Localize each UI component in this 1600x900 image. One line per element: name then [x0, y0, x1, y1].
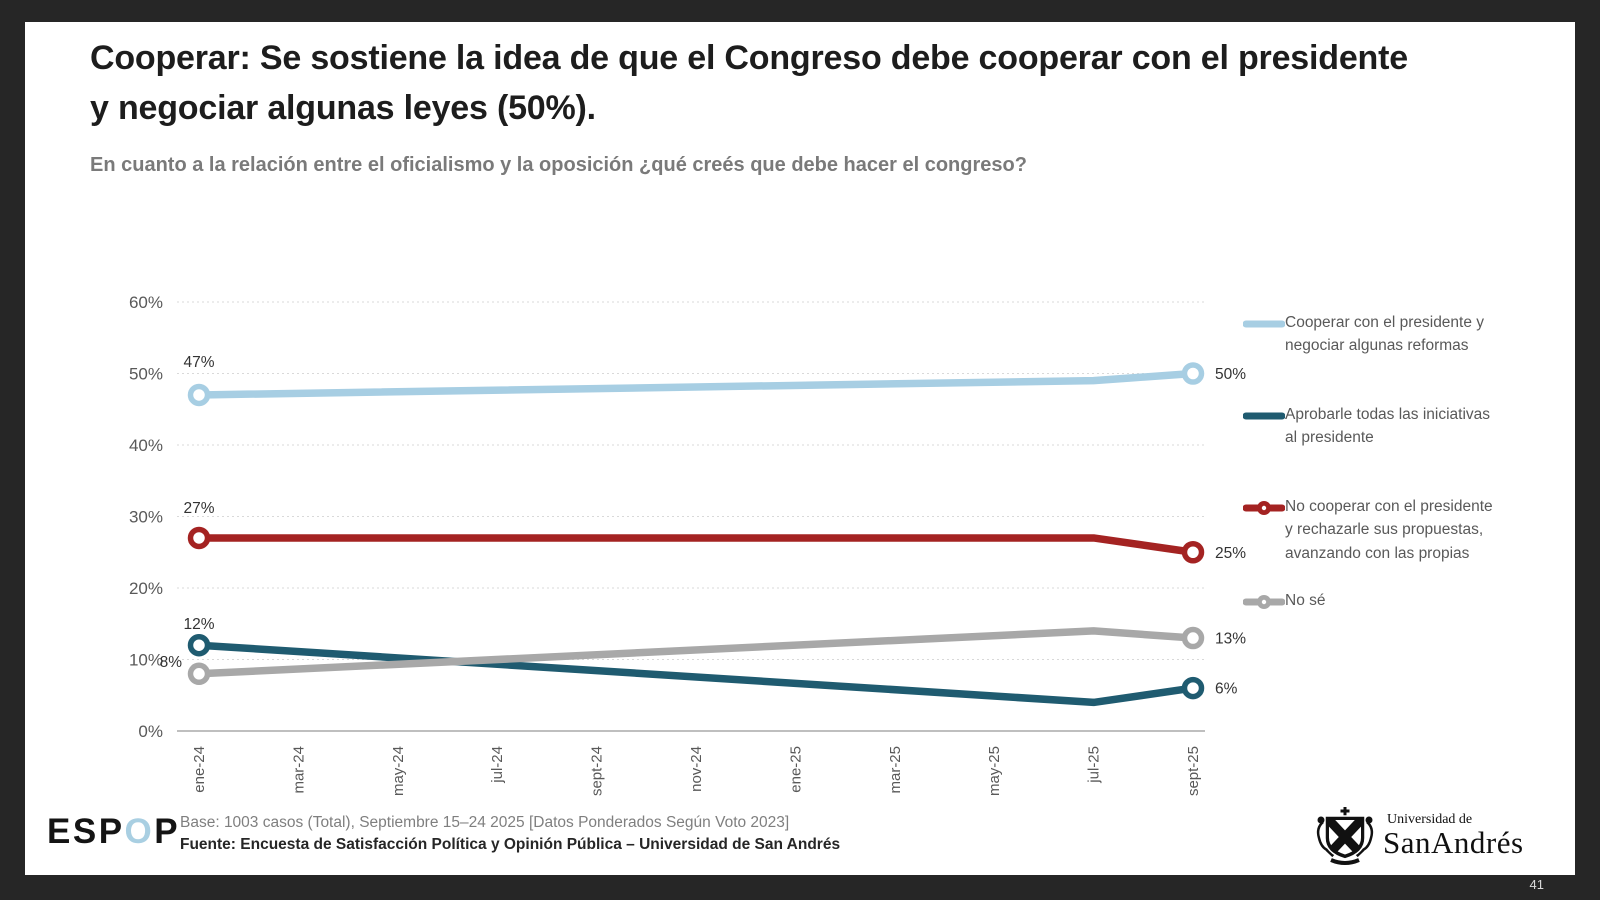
page-title: Cooperar: Se sostiene la idea de que el …	[90, 39, 1408, 127]
legend-item-cooperar: Cooperar con el presidente y negociar al…	[1243, 311, 1513, 358]
base-note: Base: 1003 casos (Total), Septiembre 15–…	[180, 814, 790, 831]
line-chart: 0% 10% 20% 30% 40% 50% 60% ene-24 mar-24 may-24 ju…	[129, 293, 1246, 796]
espop-logo-text: ESP	[47, 812, 125, 851]
legend-line-dot-icon	[1243, 595, 1285, 609]
slide: Cooperar: Se sostiene la idea de que el …	[25, 22, 1575, 875]
university-logo: Universidad de SanAndrés	[1313, 806, 1524, 866]
legend-label: No cooperar con el presidente y rechazar…	[1285, 498, 1493, 562]
svg-text:60%: 60%	[129, 293, 163, 312]
university-name-line1: Universidad de	[1387, 811, 1473, 827]
svg-text:jul-24: jul-24	[489, 746, 506, 784]
legend-label: Cooperar con el presidente y negociar al…	[1285, 314, 1485, 355]
chart-legend: Cooperar con el presidente y negociar al…	[1243, 22, 1523, 722]
svg-text:8%: 8%	[160, 654, 183, 671]
legend-line-icon	[1243, 320, 1285, 328]
espop-logo-o: O	[124, 812, 155, 851]
legend-item-aprobarle: Aprobarle todas las iniciativas al presi…	[1243, 403, 1513, 450]
svg-text:47%: 47%	[183, 354, 214, 371]
university-name: Universidad de SanAndrés	[1383, 812, 1524, 861]
svg-text:mar-24: mar-24	[290, 746, 307, 794]
svg-text:nov-24: nov-24	[688, 746, 705, 792]
espop-logo-text: P	[154, 812, 181, 851]
university-crest-icon	[1316, 807, 1374, 865]
svg-text:50%: 50%	[1215, 366, 1246, 383]
svg-text:may-25: may-25	[986, 746, 1003, 796]
legend-label: Aprobarle todas las iniciativas al presi…	[1285, 406, 1491, 447]
svg-text:30%: 30%	[129, 508, 163, 527]
page-subtitle: En cuanto a la relación entre el oficial…	[90, 154, 1027, 176]
svg-text:13%: 13%	[1215, 631, 1246, 648]
legend-label: No sé	[1285, 592, 1326, 609]
svg-text:ene-25: ene-25	[787, 746, 804, 793]
svg-text:mar-25: mar-25	[887, 746, 904, 794]
svg-text:25%: 25%	[1215, 545, 1246, 562]
legend-item-no-cooperar: No cooperar con el presidente y rechazar…	[1243, 495, 1513, 565]
svg-text:6%: 6%	[1215, 681, 1238, 698]
footer-notes: Base: 1003 casos (Total), Septiembre 15–…	[180, 812, 840, 857]
svg-text:sept-25: sept-25	[1185, 746, 1202, 796]
legend-line-icon	[1243, 412, 1285, 420]
svg-text:sept-24: sept-24	[589, 746, 606, 796]
svg-text:40%: 40%	[129, 436, 163, 455]
svg-text:jul-25: jul-25	[1086, 746, 1103, 784]
svg-text:12%: 12%	[183, 616, 214, 633]
svg-text:ene-24: ene-24	[191, 746, 208, 793]
university-name-line2: SanAndrés	[1383, 824, 1524, 860]
svg-text:0%: 0%	[138, 722, 163, 741]
svg-text:27%: 27%	[183, 500, 214, 517]
legend-item-no-se: No sé	[1243, 589, 1513, 612]
page-number: 41	[1529, 877, 1544, 892]
espop-logo: ESPOP	[47, 812, 180, 852]
svg-text:20%: 20%	[129, 579, 163, 598]
svg-text:50%: 50%	[129, 365, 163, 384]
legend-line-dot-icon	[1243, 501, 1285, 515]
svg-text:10%: 10%	[129, 651, 163, 670]
svg-text:may-24: may-24	[390, 746, 407, 796]
source-note: Fuente: Encuesta de Satisfacción Polític…	[180, 836, 841, 854]
